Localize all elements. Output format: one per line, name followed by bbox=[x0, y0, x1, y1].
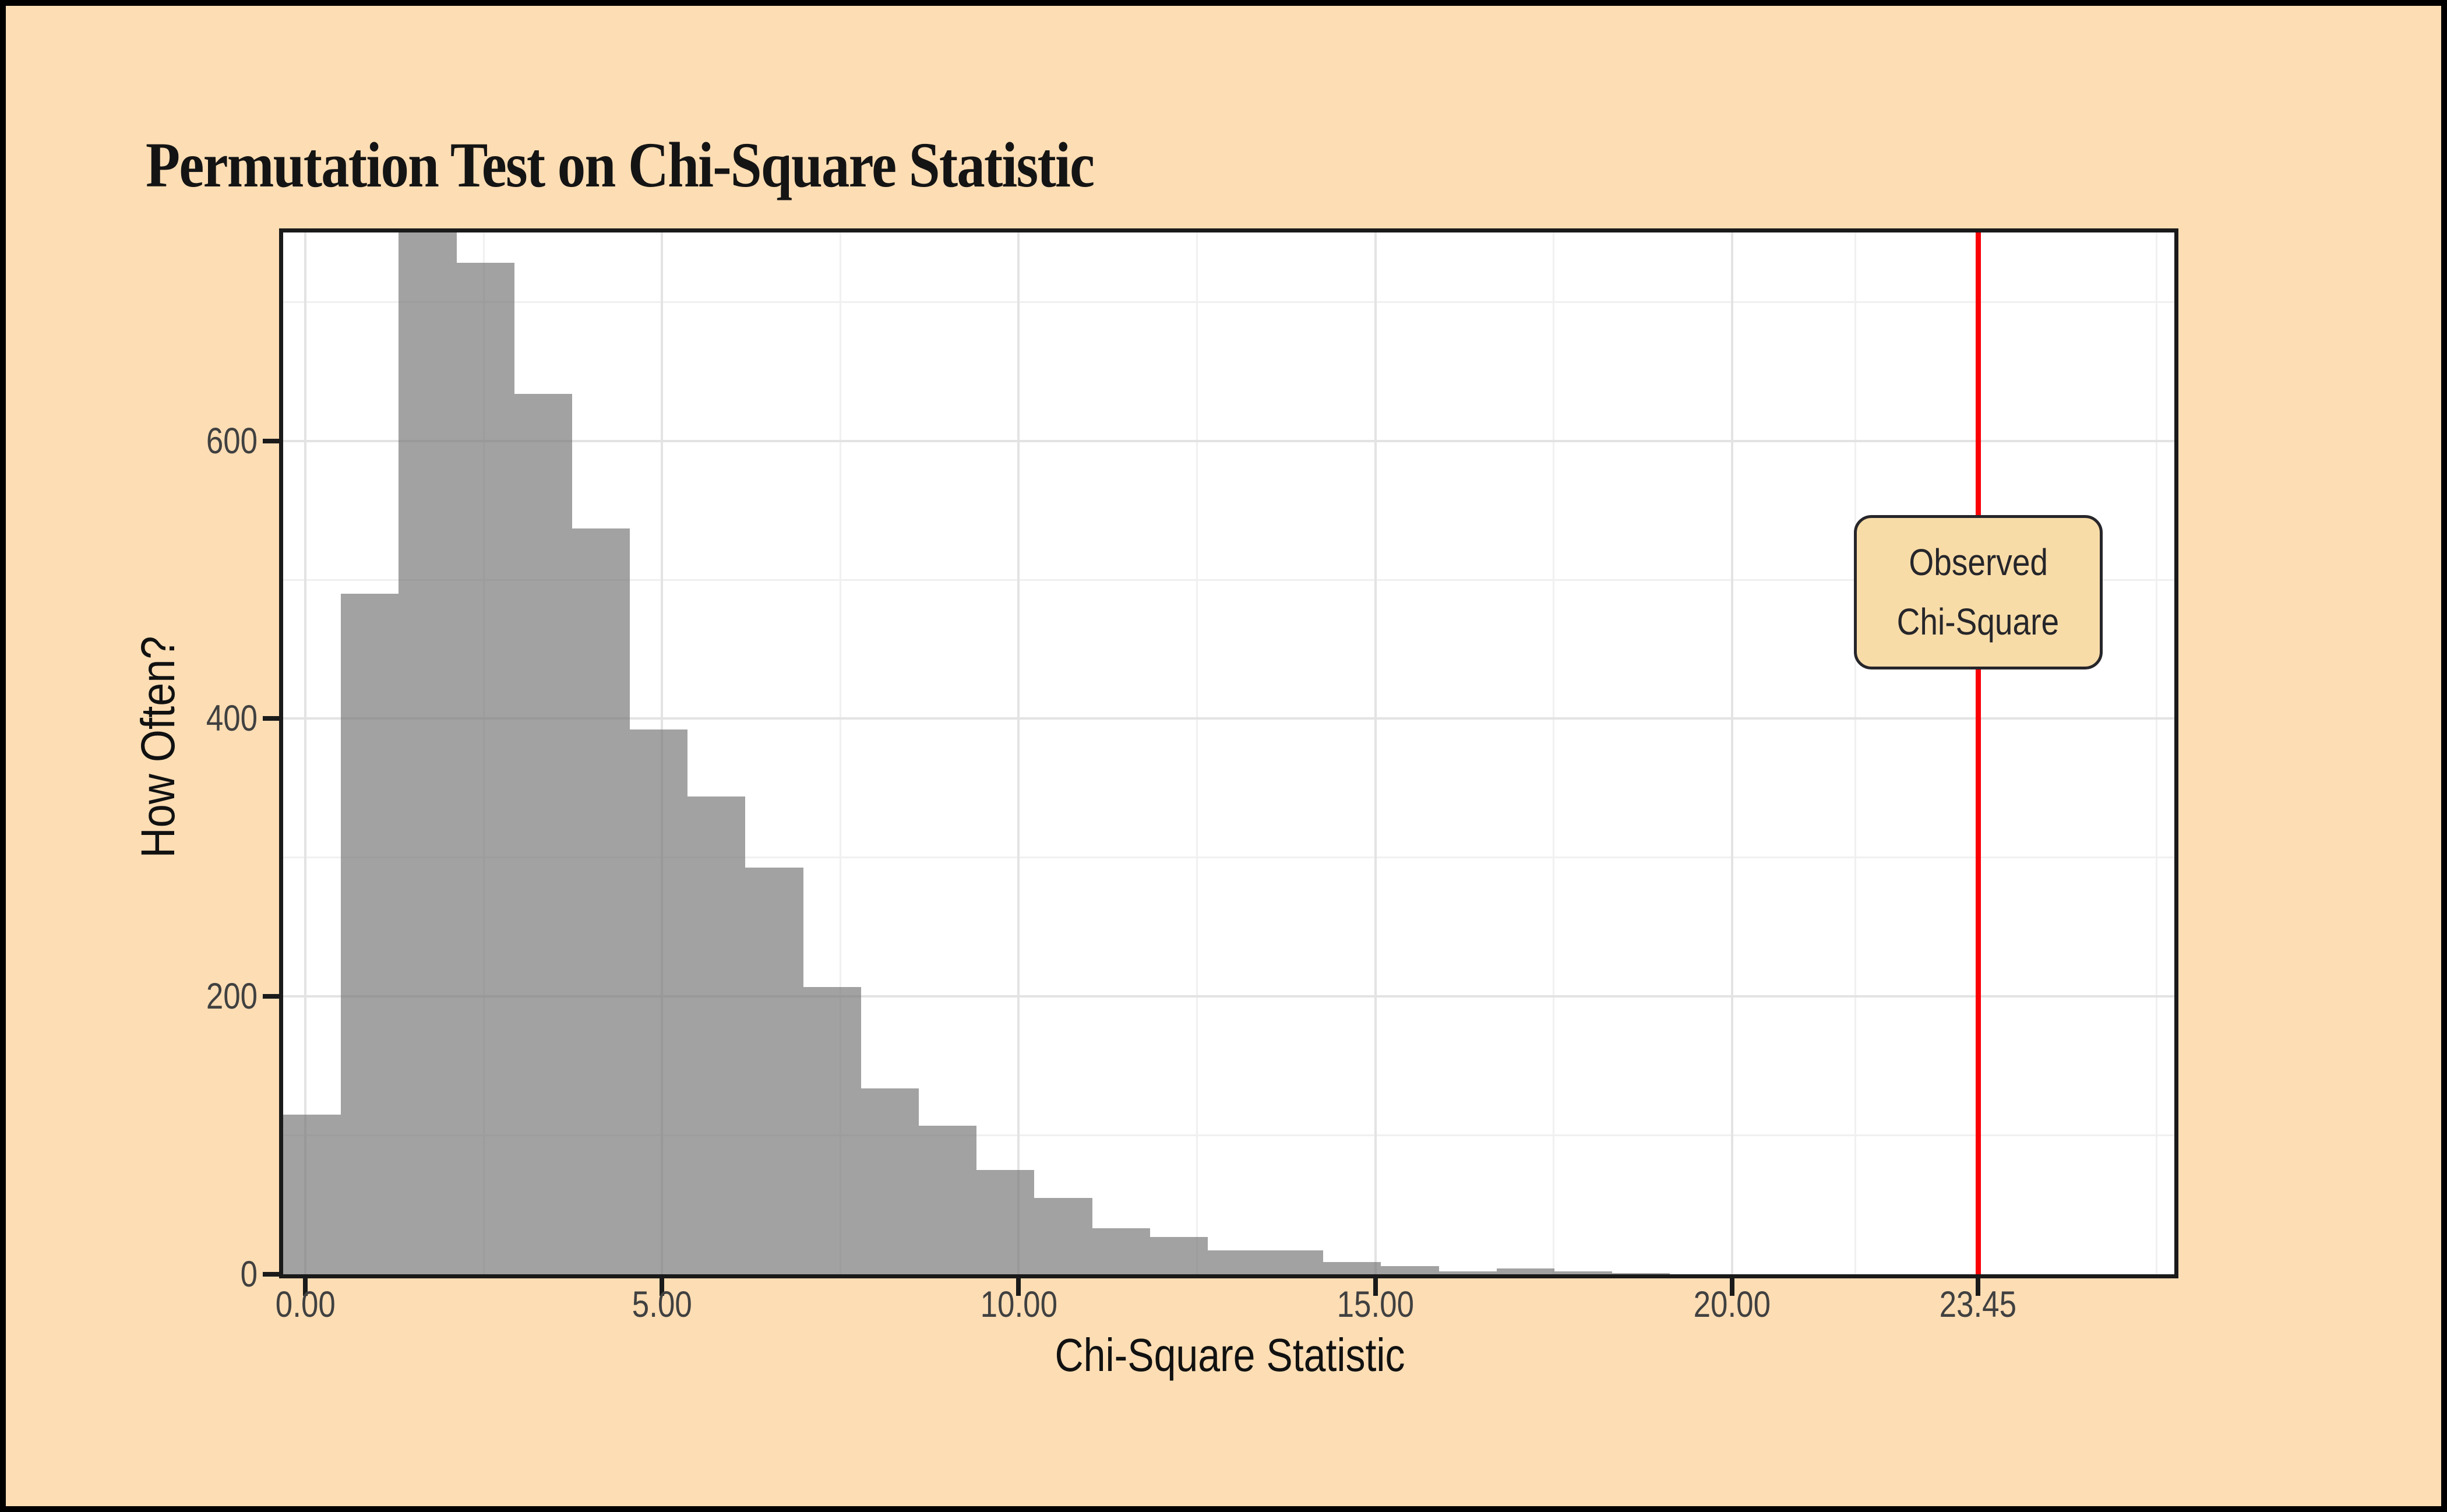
histogram-bar bbox=[1381, 1266, 1439, 1274]
gridline-x-minor bbox=[1854, 232, 1856, 1274]
y-axis-title-text: How Often? bbox=[132, 636, 185, 858]
gridline-x-minor bbox=[1553, 232, 1555, 1274]
histogram-bar bbox=[283, 1114, 341, 1274]
y-tick-mark bbox=[263, 716, 279, 721]
x-axis-title: Chi-Square Statistic bbox=[1024, 1328, 1436, 1382]
gridline-x-minor bbox=[1196, 232, 1198, 1274]
gridline-x-minor bbox=[2155, 232, 2157, 1274]
gridline-x-major bbox=[1730, 232, 1733, 1274]
histogram-bar bbox=[1612, 1273, 1670, 1274]
y-tick-label-text: 200 bbox=[206, 976, 258, 1017]
histogram-bar bbox=[572, 528, 630, 1274]
histogram-bar bbox=[399, 232, 457, 1274]
histogram-bar bbox=[1438, 1271, 1497, 1274]
histogram-bar bbox=[1150, 1236, 1208, 1274]
x-tick-label-text: 0.00 bbox=[275, 1284, 336, 1325]
observed-label-box: Observed Chi-Square bbox=[1853, 514, 2103, 669]
histogram-bar bbox=[1092, 1228, 1150, 1274]
x-tick-mark bbox=[660, 1278, 665, 1296]
histogram-bar bbox=[687, 796, 746, 1274]
histogram-bar bbox=[745, 867, 803, 1274]
x-tick-label: 5.00 bbox=[545, 1285, 778, 1324]
gridline-x-minor bbox=[839, 232, 841, 1274]
gridline-x-major bbox=[304, 232, 306, 1274]
x-tick-label: 23.45 bbox=[1861, 1285, 2095, 1324]
y-tick-label: 0 bbox=[118, 1255, 258, 1294]
histogram-bar bbox=[1323, 1261, 1381, 1274]
y-tick-label-text: 400 bbox=[206, 698, 258, 739]
histogram-bar bbox=[1207, 1250, 1266, 1274]
gridline-x-major bbox=[1374, 232, 1377, 1274]
x-tick-mark bbox=[1729, 1278, 1734, 1296]
y-tick-label: 200 bbox=[118, 977, 258, 1016]
histogram-bar bbox=[803, 986, 861, 1274]
histogram-bar bbox=[456, 263, 514, 1274]
x-tick-label-text: 10.00 bbox=[980, 1284, 1057, 1325]
histogram-bar bbox=[861, 1088, 919, 1274]
x-tick-label: 15.00 bbox=[1259, 1285, 1492, 1324]
observed-chi-square-line bbox=[1975, 232, 1981, 1274]
histogram-bar bbox=[1554, 1271, 1613, 1274]
y-tick-mark bbox=[263, 1272, 279, 1277]
histogram-bar bbox=[1265, 1250, 1324, 1274]
y-tick-label: 600 bbox=[118, 422, 258, 460]
y-tick-mark bbox=[263, 994, 279, 999]
x-tick-label: 20.00 bbox=[1616, 1285, 1849, 1324]
x-tick-label-text: 20.00 bbox=[1693, 1284, 1771, 1325]
histogram-bar bbox=[341, 593, 399, 1274]
y-tick-mark bbox=[263, 438, 279, 443]
gridline-y-major bbox=[283, 717, 2174, 720]
x-tick-mark bbox=[1373, 1278, 1378, 1296]
observed-label-line1: Observed bbox=[1908, 541, 2048, 584]
histogram-bar bbox=[630, 729, 688, 1274]
y-tick-label-text: 0 bbox=[240, 1254, 258, 1295]
x-tick-mark bbox=[302, 1278, 308, 1296]
gridline-y-minor bbox=[283, 1134, 2174, 1137]
observed-label-line2: Chi-Square bbox=[1897, 601, 2060, 643]
x-tick-label-text: 23.45 bbox=[1940, 1284, 2017, 1325]
gridline-y-major bbox=[283, 995, 2174, 998]
x-tick-label: 0.00 bbox=[189, 1285, 422, 1324]
y-tick-label: 400 bbox=[118, 699, 258, 738]
gridline-y-minor bbox=[283, 579, 2174, 581]
histogram-bar bbox=[514, 393, 572, 1274]
gridline-y-minor bbox=[283, 301, 2174, 303]
x-tick-label: 10.00 bbox=[902, 1285, 1135, 1324]
gridline-y-major bbox=[283, 439, 2174, 442]
x-tick-mark bbox=[1976, 1278, 1981, 1296]
x-tick-mark bbox=[1016, 1278, 1021, 1296]
x-tick-label-text: 5.00 bbox=[632, 1284, 692, 1325]
histogram-bar bbox=[1496, 1268, 1554, 1274]
y-axis-title: How Often? bbox=[131, 621, 186, 873]
x-tick-label-text: 15.00 bbox=[1337, 1284, 1414, 1325]
histogram-bar bbox=[1034, 1197, 1092, 1274]
plot-panel: Observed Chi-Square bbox=[279, 228, 2178, 1278]
gridline-y-minor bbox=[283, 857, 2174, 859]
y-tick-label-text: 600 bbox=[206, 420, 258, 461]
histogram-bar bbox=[918, 1125, 977, 1274]
gridline-x-major bbox=[1017, 232, 1020, 1274]
histogram-bar bbox=[976, 1170, 1035, 1274]
chart-title: Permutation Test on Chi-Square Statistic bbox=[146, 129, 1095, 200]
x-axis-title-text: Chi-Square Statistic bbox=[1055, 1329, 1405, 1381]
